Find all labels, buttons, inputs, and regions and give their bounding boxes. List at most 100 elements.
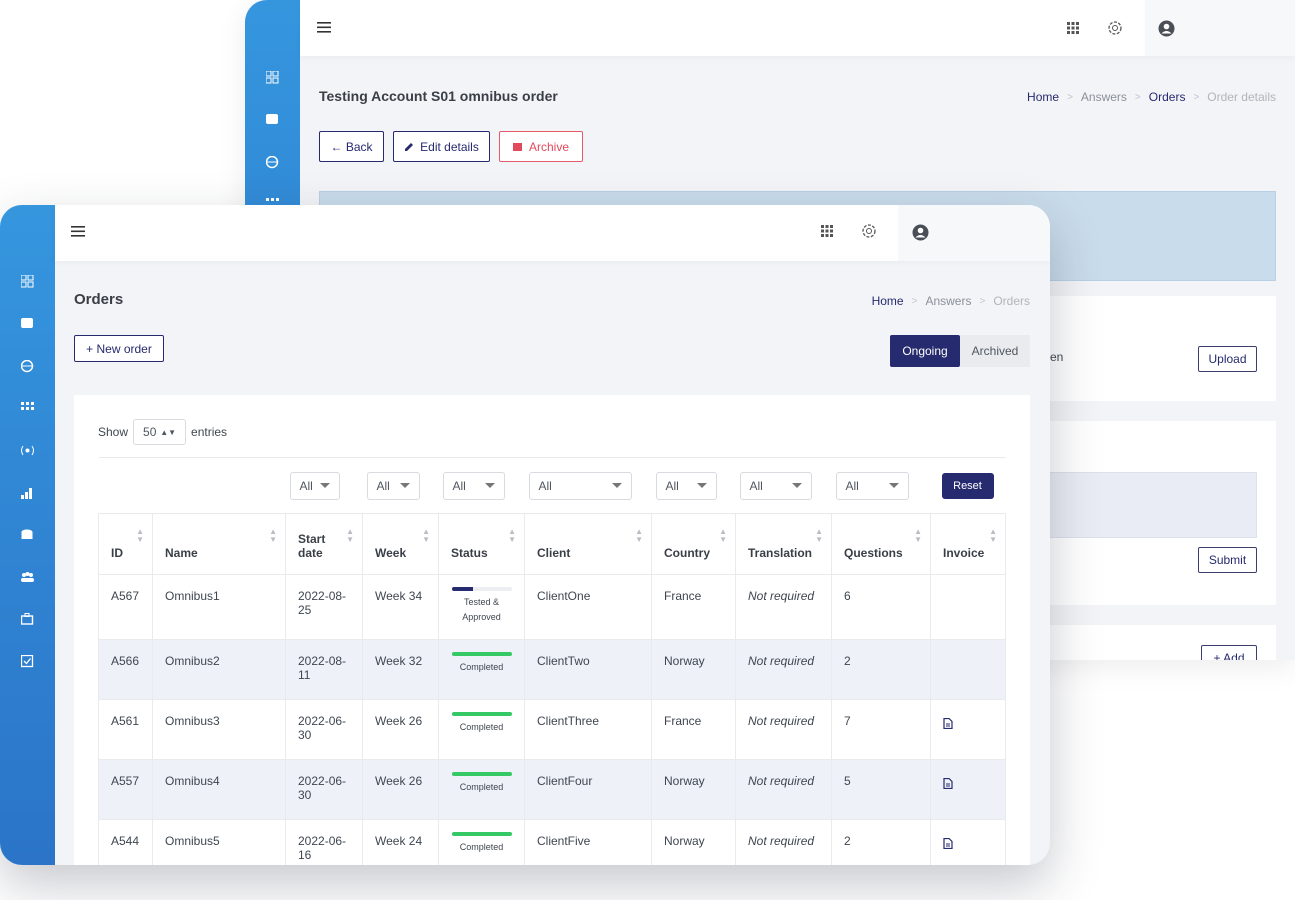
caret <box>399 483 410 488</box>
filter-value: All <box>376 478 390 493</box>
filter-select[interactable]: All <box>655 471 717 500</box>
week-cell: Week 34 <box>362 574 439 640</box>
upload-button[interactable]: Upload <box>1198 346 1257 372</box>
country-cell: Norway <box>651 759 736 820</box>
progress-bar <box>451 832 512 836</box>
client-cell: ClientFour <box>524 759 652 820</box>
table-row: A561 Omnibus3 2022-06-30 Week 26 Completed Cl… <box>98 699 1006 760</box>
column-header[interactable]: Questions ▲ ▼ <box>831 513 931 575</box>
icon <box>21 613 34 625</box>
client: ClientFour <box>537 774 593 788</box>
filter-select[interactable]: All <box>739 471 812 500</box>
column-header[interactable]: Name ▲ ▼ <box>152 513 286 575</box>
column-header[interactable]: Client ▲ ▼ <box>524 513 652 575</box>
filter-select[interactable]: All <box>835 471 909 500</box>
filter-cell: Reset <box>930 457 1006 514</box>
questions: 7 <box>844 714 851 728</box>
icon <box>21 318 33 328</box>
column-header[interactable]: Week ▲ ▼ <box>362 513 439 575</box>
column-header[interactable]: Start date ▲ ▼ <box>285 513 363 575</box>
status-cell: Completed <box>438 639 525 700</box>
invoice-icon[interactable] <box>943 837 953 850</box>
header-label: Week <box>375 546 407 560</box>
client-cell: ClientTwo <box>524 639 652 700</box>
icon <box>21 275 34 288</box>
questions-cell: 6 <box>831 574 931 640</box>
crumb: Order details <box>1207 90 1276 104</box>
pencil-icon <box>405 142 414 151</box>
crumb[interactable]: Home <box>871 294 904 308</box>
progress-bar <box>451 587 473 591</box>
tab-archived[interactable]: Archived <box>960 335 1030 367</box>
filter-cell <box>98 457 153 514</box>
column-header[interactable]: ID ▲ ▼ <box>98 513 153 575</box>
questions-cell: 2 <box>831 819 931 865</box>
id-cell: A557 <box>98 759 153 820</box>
column-header[interactable]: Status ▲ ▼ <box>438 513 525 575</box>
filter-cell: All <box>524 457 652 514</box>
column-header[interactable]: Invoice ▲ ▼ <box>930 513 1006 575</box>
back-button[interactable]: ← Back <box>319 131 384 162</box>
invoice-icon[interactable] <box>943 717 953 730</box>
settings-icon[interactable] <box>861 223 877 239</box>
archive-icon <box>512 142 522 151</box>
tab-ongoing[interactable]: Ongoing <box>890 335 960 367</box>
edit-button[interactable]: Edit details <box>393 131 490 162</box>
invoice-icon[interactable] <box>943 777 953 790</box>
translation: Not required <box>748 654 815 668</box>
submit-button[interactable]: Submit <box>1198 547 1257 573</box>
page-size-select[interactable]: 50 ▲▼ <box>133 419 187 445</box>
user-icon[interactable] <box>912 224 929 241</box>
new-order-button[interactable]: + New order <box>74 335 164 362</box>
filter-select[interactable]: All <box>442 471 505 500</box>
label: Upload <box>1208 352 1247 366</box>
translation-cell: Not required <box>735 819 832 865</box>
separator: > <box>979 295 986 307</box>
crumb[interactable]: Home <box>1027 90 1060 104</box>
crumb[interactable]: Answers <box>1080 90 1127 104</box>
breadcrumb: Home > Answers > Orders <box>872 294 1030 308</box>
id-cell: A566 <box>98 639 153 700</box>
settings-icon[interactable] <box>1107 20 1123 36</box>
add-button[interactable]: + Add <box>1201 645 1257 660</box>
top-bar <box>300 0 1295 56</box>
menu-icon[interactable] <box>71 226 85 237</box>
filter-value: All <box>845 478 859 493</box>
table-body: A567 Omnibus1 2022-08-25 Week 34 Tested & Ap… <box>98 574 1006 865</box>
id: A567 <box>111 589 140 603</box>
archive-button[interactable]: Archive <box>499 131 583 162</box>
textarea[interactable] <box>1040 472 1257 538</box>
header-label: Country <box>664 546 710 560</box>
separator: > <box>1134 91 1141 103</box>
apps-icon[interactable] <box>1067 22 1079 34</box>
filter-select[interactable]: All <box>289 471 340 500</box>
questions: 2 <box>844 834 851 848</box>
status-cell: Completed <box>438 699 525 760</box>
filter-select[interactable]: All <box>366 471 420 500</box>
id: A544 <box>111 834 140 848</box>
sort-icon: ▲ ▼ <box>635 527 643 544</box>
column-header[interactable]: Country ▲ ▼ <box>651 513 736 575</box>
column-header[interactable]: Translation ▲ ▼ <box>735 513 832 575</box>
questions-cell: 2 <box>831 639 931 700</box>
label: + Add <box>1213 651 1245 660</box>
week-cell: Week 32 <box>362 639 439 700</box>
menu-icon[interactable] <box>317 22 331 33</box>
filter-select[interactable]: All <box>528 471 632 500</box>
reset-button[interactable]: Reset <box>941 472 994 499</box>
filter-cell: All <box>651 457 736 514</box>
crumb[interactable]: Orders <box>1148 90 1186 104</box>
header-label: Invoice <box>943 546 985 560</box>
caret: ▲▼ <box>160 427 177 437</box>
translation: Not required <box>748 834 815 848</box>
user-icon[interactable] <box>1158 20 1175 37</box>
country-cell: Norway <box>651 639 736 700</box>
crumb[interactable]: Answers <box>925 294 972 308</box>
client: ClientTwo <box>537 654 590 668</box>
sort-icon: ▲ ▼ <box>508 527 516 544</box>
apps-icon[interactable] <box>821 225 833 237</box>
start-date: 2022-06-30 <box>298 774 347 802</box>
partial-text: en <box>1050 350 1064 364</box>
week-cell: Week 26 <box>362 699 439 760</box>
